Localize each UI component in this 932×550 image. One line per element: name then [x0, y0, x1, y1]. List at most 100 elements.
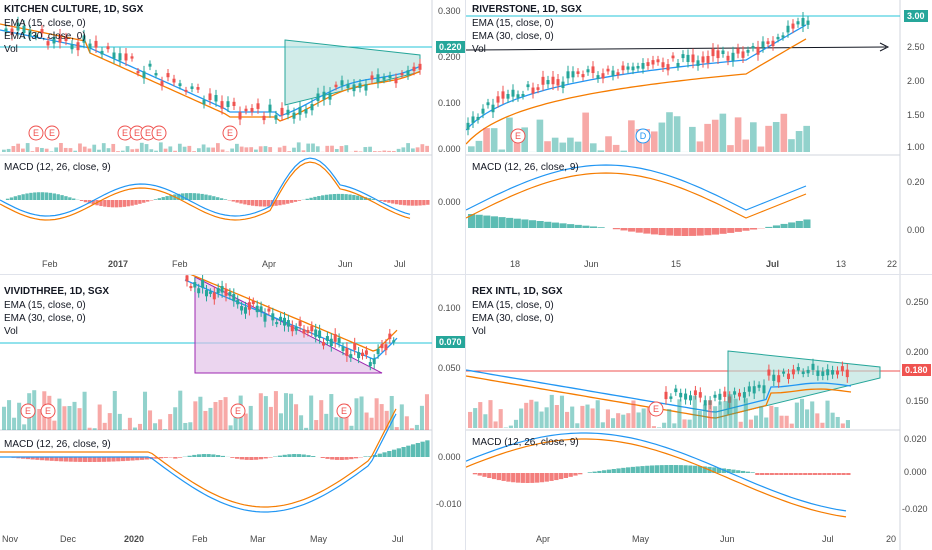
vividthree-volume-bar [379, 404, 384, 430]
rex-candle-body [782, 371, 786, 374]
riverstone-candle-body [636, 65, 640, 69]
chart-panel-rex[interactable]: E REX INTL, 1D, SGX EMA (15, close, 0) E… [466, 275, 932, 550]
kitchen-volume-bar [282, 145, 287, 152]
kitchen-macd-bar [87, 200, 91, 204]
kitchen-volume-bar [139, 142, 144, 152]
rex-volume-bar [840, 423, 845, 428]
riverstone-candle-body [781, 35, 785, 38]
rex-macd-bar [822, 473, 827, 475]
chart-panel-vividthree[interactable]: E E E E VIVIDTHREE, 1D, SGX EMA (15, close,… [0, 275, 465, 550]
rex-macd-bar [544, 473, 549, 482]
kitchen-candle-body [124, 53, 128, 61]
vividthree-candle-body [244, 307, 247, 314]
kitchen-price-tick: 0.300 [438, 6, 461, 16]
rex-macd-bar [649, 465, 655, 473]
rex-volume-bar [748, 419, 753, 428]
riverstone-volume-bar [666, 112, 673, 152]
kitchen-macd-bar [103, 200, 107, 207]
rex-macd-bar [827, 473, 832, 475]
riverstone-time-tick: 22 [887, 259, 898, 269]
rex-event-marker [648, 401, 664, 417]
vividthree-event-marker [336, 403, 352, 419]
kitchen-volume-bar [382, 150, 387, 152]
riverstone-macd-bar [780, 223, 788, 228]
riverstone-volume-bar [582, 112, 589, 152]
rex-volume-bar [672, 423, 677, 428]
rex-volume-bar [784, 415, 789, 428]
vividthree-candle-body [372, 358, 376, 365]
rex-volume-bar [692, 395, 697, 428]
vividthree-macd-bar [187, 455, 192, 457]
riverstone-volume-bar [765, 125, 772, 152]
kitchen-macd-bar [348, 194, 352, 200]
kitchen-macd-bar [247, 200, 251, 206]
kitchen-candle-body [112, 52, 116, 59]
kitchen-candle-body [4, 28, 8, 32]
kitchen-macd-bar [17, 195, 21, 200]
vividthree-candle-body [322, 342, 325, 346]
rex-macd-bar [506, 473, 511, 482]
vividthree-volume-bar [314, 420, 319, 430]
rex-time-tick: Jul [822, 534, 834, 544]
vividthree-candle-body [353, 343, 357, 350]
vividthree-volume-bar [2, 406, 7, 430]
riverstone-volume-bar [742, 139, 750, 152]
vividthree-volume-bar [168, 414, 173, 430]
kitchen-macd-bar [212, 196, 216, 200]
rex-macd-label: MACD (12, 26, close, 9) [472, 437, 579, 448]
riverstone-candle-body [546, 80, 550, 85]
vividthree-macd-bar [244, 457, 249, 460]
kitchen-candle-body [316, 93, 320, 101]
kitchen-macd-bar [118, 200, 123, 208]
riverstone-event-marker [510, 128, 526, 144]
kitchen-candle-body [340, 80, 344, 86]
kitchen-volume-bar [292, 147, 296, 152]
kitchen-macd-bar [344, 194, 348, 200]
kitchen-macd-bar [169, 195, 173, 200]
rex-macd-bar [831, 473, 837, 475]
kitchen-candle-body [154, 73, 158, 76]
kitchen-signal-line [0, 161, 411, 221]
riverstone-candle-body [581, 74, 585, 78]
riverstone-volume-bar [696, 141, 704, 152]
kitchen-volume-bar [315, 146, 320, 152]
riverstone-candle-body [681, 54, 685, 59]
kitchen-volume-bar [325, 145, 330, 152]
rex-volume-bar [794, 402, 799, 428]
vividthree-volume-bar [309, 395, 314, 430]
riverstone-trend-line [466, 46, 887, 51]
vividthree-candle-body [388, 333, 392, 340]
kitchen-volume-bar [225, 151, 230, 152]
vividthree-candle-body [357, 352, 361, 359]
vividthree-macd-bar [54, 457, 59, 462]
rex-macd-bar [511, 473, 516, 483]
vividthree-volume-bar [404, 416, 409, 430]
riverstone-volume-bar [544, 141, 551, 152]
vividthree-time-tick: Dec [60, 534, 77, 544]
rex-candle-body [752, 386, 756, 394]
vividthree-volume-bar [153, 423, 158, 430]
vividthree-macd-bar [258, 457, 264, 460]
vividthree-macd-bar [82, 457, 88, 462]
rex-macd-bar [549, 473, 554, 481]
vividthree-volume-bar [198, 396, 203, 430]
vividthree-macd-bar [139, 457, 145, 460]
kitchen-volume-bar [368, 146, 372, 152]
kitchen-volume-bar [339, 146, 344, 152]
rex-vol-label: Vol [472, 326, 486, 337]
riverstone-candle-body [551, 76, 555, 85]
riverstone-candle-body [621, 65, 625, 71]
rex-time-tick: Apr [536, 534, 551, 544]
vividthree-candle-body [267, 308, 271, 312]
kitchen-candle-body [52, 37, 56, 44]
riverstone-volume-bar [704, 123, 711, 152]
riverstone-macd-bar [597, 227, 605, 228]
riverstone-volume-bar [689, 126, 696, 152]
riverstone-volume-bar [567, 137, 574, 152]
kitchen-time-tick: Feb [42, 259, 58, 269]
kitchen-time-tick: Feb [172, 259, 188, 269]
riverstone-candle-body [691, 54, 695, 63]
kitchen-candle-body [34, 35, 38, 38]
